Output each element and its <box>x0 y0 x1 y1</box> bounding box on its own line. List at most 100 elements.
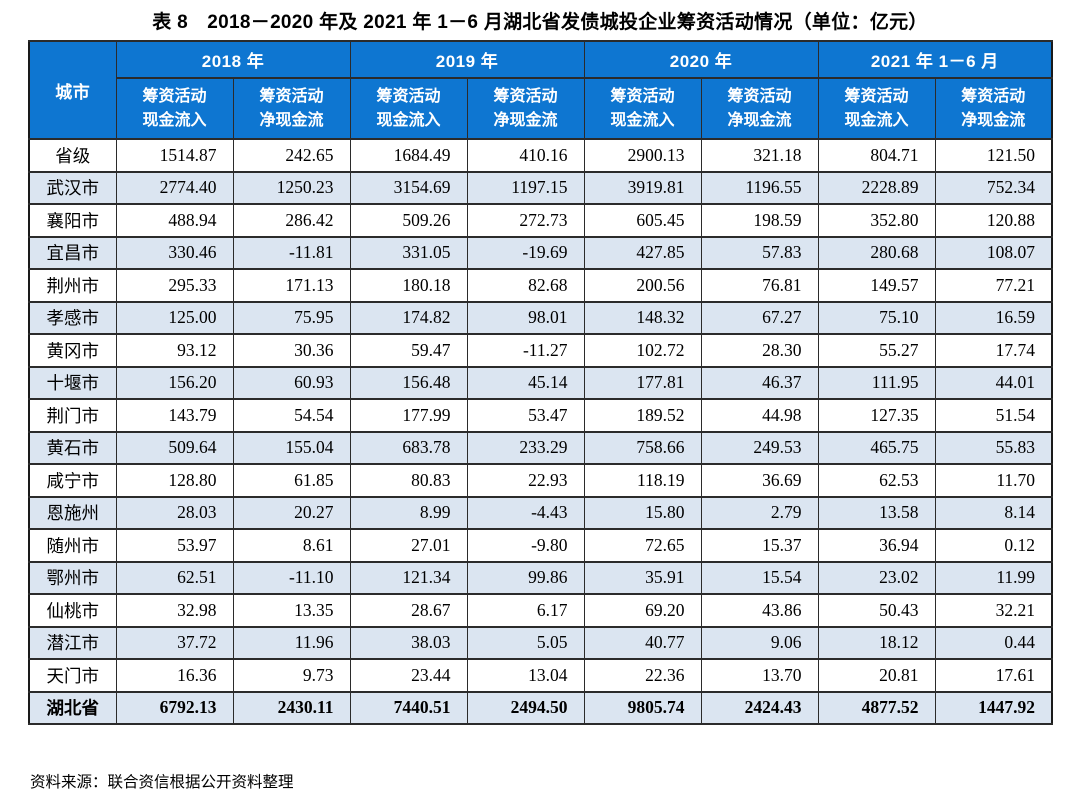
table-row: 宜昌市 330.46 -11.81 331.05 -19.69 427.85 57.83 28… <box>28 235 1053 270</box>
value-cell: 143.79 <box>115 398 234 433</box>
value-cell: 177.81 <box>583 365 702 400</box>
table-row: 孝感市 125.00 75.95 174.82 98.01 148.32 67.27 75.1… <box>28 300 1053 335</box>
value-cell: 758.66 <box>583 430 702 465</box>
table-row: 鄂州市 62.51 -11.10 121.34 99.86 35.91 15.54 23.02… <box>28 560 1053 595</box>
value-cell: 53.47 <box>466 398 585 433</box>
value-cell: 2494.50 <box>466 690 585 725</box>
value-cell: 249.53 <box>700 430 819 465</box>
source-note: 资料来源：联合资信根据公开资料整理 <box>30 774 294 791</box>
value-cell: 280.68 <box>817 235 936 270</box>
col-header-year-1: 2019 年 <box>349 40 585 79</box>
value-cell: 3919.81 <box>583 170 702 205</box>
table-row: 随州市 53.97 8.61 27.01 -9.80 72.65 15.37 36.94 0.1… <box>28 528 1053 563</box>
value-cell: 28.67 <box>349 593 468 628</box>
table-body: 省级 1514.87 242.65 1684.49 410.16 2900.13 321.1… <box>28 138 1053 725</box>
value-cell: 20.81 <box>817 658 936 693</box>
value-cell: 2.79 <box>700 495 819 530</box>
value-cell: 102.72 <box>583 333 702 368</box>
value-cell: 286.42 <box>232 203 351 238</box>
city-cell: 恩施州 <box>28 495 117 530</box>
value-cell: 2430.11 <box>232 690 351 725</box>
col-subheader-1-1: 筹资活动 净现金流 <box>466 77 585 140</box>
value-cell: 50.43 <box>817 593 936 628</box>
value-cell: 36.94 <box>817 528 936 563</box>
value-cell: 53.97 <box>115 528 234 563</box>
value-cell: 4877.52 <box>817 690 936 725</box>
table-row: 仙桃市 32.98 13.35 28.67 6.17 69.20 43.86 50.43 32.… <box>28 593 1053 628</box>
value-cell: 200.56 <box>583 268 702 303</box>
value-cell: 16.59 <box>934 300 1053 335</box>
financing-activity-table: 城市 2018 年 2019 年 2020 年 2021 年 1－6 月筹资活动 现金流入… <box>28 40 1054 725</box>
value-cell: 465.75 <box>817 430 936 465</box>
value-cell: 22.36 <box>583 658 702 693</box>
header-year-row: 城市 2018 年 2019 年 2020 年 2021 年 1－6 月 <box>28 40 1053 140</box>
value-cell: -11.27 <box>466 333 585 368</box>
table-total-row: 湖北省 6792.13 2430.11 7440.51 2494.50 9805.74 24… <box>28 690 1053 725</box>
value-cell: 32.21 <box>934 593 1053 628</box>
value-cell: 121.34 <box>349 560 468 595</box>
value-cell: 98.01 <box>466 300 585 335</box>
city-cell: 省级 <box>28 138 117 173</box>
value-cell: 2900.13 <box>583 138 702 173</box>
city-cell: 鄂州市 <box>28 560 117 595</box>
value-cell: 6792.13 <box>115 690 234 725</box>
value-cell: 55.27 <box>817 333 936 368</box>
value-cell: 198.59 <box>700 203 819 238</box>
value-cell: 1514.87 <box>115 138 234 173</box>
city-cell: 孝感市 <box>28 300 117 335</box>
col-header-city: 城市 <box>28 40 117 140</box>
value-cell: 23.44 <box>349 658 468 693</box>
value-cell: 35.91 <box>583 560 702 595</box>
value-cell: 5.05 <box>466 625 585 660</box>
value-cell: 20.27 <box>232 495 351 530</box>
value-cell: 43.86 <box>700 593 819 628</box>
value-cell: 3154.69 <box>349 170 468 205</box>
value-cell: 6.17 <box>466 593 585 628</box>
value-cell: 77.21 <box>934 268 1053 303</box>
table-title: 表 8 2018－2020 年及 2021 年 1－6 月湖北省发债城投企业筹资… <box>152 12 928 33</box>
city-cell: 黄冈市 <box>28 333 117 368</box>
value-cell: 180.18 <box>349 268 468 303</box>
value-cell: 44.01 <box>934 365 1053 400</box>
value-cell: 2228.89 <box>817 170 936 205</box>
table-row: 武汉市 2774.40 1250.23 3154.69 1197.15 3919.81 11… <box>28 170 1053 205</box>
city-cell: 黄石市 <box>28 430 117 465</box>
table-header: 城市 2018 年 2019 年 2020 年 2021 年 1－6 月筹资活动 现金流入… <box>28 40 1053 140</box>
value-cell: -9.80 <box>466 528 585 563</box>
value-cell: 2424.43 <box>700 690 819 725</box>
city-cell: 武汉市 <box>28 170 117 205</box>
table-row: 咸宁市 128.80 61.85 80.83 22.93 118.19 36.69 62.53… <box>28 463 1053 498</box>
value-cell: 177.99 <box>349 398 468 433</box>
value-cell: 15.54 <box>700 560 819 595</box>
value-cell: 61.85 <box>232 463 351 498</box>
value-cell: 427.85 <box>583 235 702 270</box>
value-cell: 509.64 <box>115 430 234 465</box>
value-cell: 120.88 <box>934 203 1053 238</box>
col-subheader-3-0: 筹资活动 现金流入 <box>817 77 936 140</box>
value-cell: 54.54 <box>232 398 351 433</box>
value-cell: 605.45 <box>583 203 702 238</box>
value-cell: 295.33 <box>115 268 234 303</box>
value-cell: 46.37 <box>700 365 819 400</box>
city-cell: 天门市 <box>28 658 117 693</box>
value-cell: 488.94 <box>115 203 234 238</box>
value-cell: 17.61 <box>934 658 1053 693</box>
value-cell: 9.06 <box>700 625 819 660</box>
table-row: 黄冈市 93.12 30.36 59.47 -11.27 102.72 28.30 55.27… <box>28 333 1053 368</box>
value-cell: 82.68 <box>466 268 585 303</box>
value-cell: 156.20 <box>115 365 234 400</box>
city-cell: 襄阳市 <box>28 203 117 238</box>
value-cell: 155.04 <box>232 430 351 465</box>
city-cell: 十堰市 <box>28 365 117 400</box>
city-cell: 宜昌市 <box>28 235 117 270</box>
table-row: 十堰市 156.20 60.93 156.48 45.14 177.81 46.37 111.… <box>28 365 1053 400</box>
col-subheader-0-0: 筹资活动 现金流入 <box>115 77 234 140</box>
value-cell: 13.70 <box>700 658 819 693</box>
value-cell: 127.35 <box>817 398 936 433</box>
value-cell: 80.83 <box>349 463 468 498</box>
value-cell: 38.03 <box>349 625 468 660</box>
table-row: 襄阳市 488.94 286.42 509.26 272.73 605.45 198.59 3… <box>28 203 1053 238</box>
value-cell: 75.95 <box>232 300 351 335</box>
table-row: 黄石市 509.64 155.04 683.78 233.29 758.66 249.53 4… <box>28 430 1053 465</box>
col-subheader-3-1: 筹资活动 净现金流 <box>934 77 1053 140</box>
